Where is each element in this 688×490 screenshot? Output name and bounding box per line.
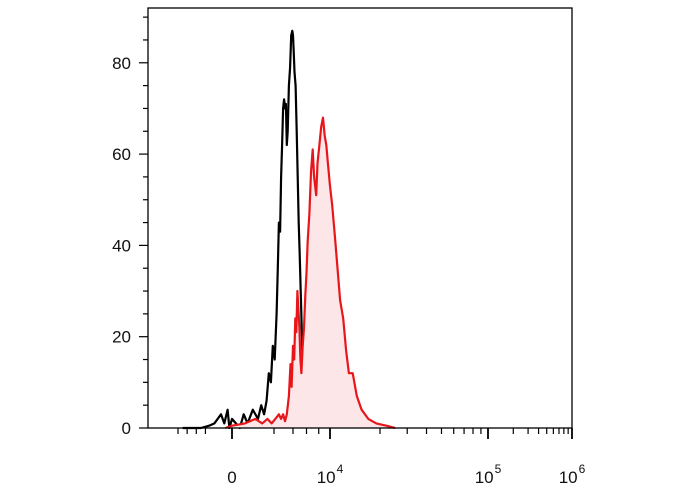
y-tick-label: 20 [112,328,131,347]
x-tick-label: 104 [317,462,344,487]
series-2-fill [225,117,395,428]
x-tick-label: 105 [475,462,502,487]
plot-frame [147,7,573,429]
series-2-line [225,116,396,430]
x-tick-label: 0 [227,468,236,487]
y-tick-label: 80 [112,54,131,73]
x-tick-label: 106 [559,462,586,487]
y-tick-label: 0 [122,419,131,438]
y-tick-label: 60 [112,145,131,164]
y-tick-label: 40 [112,236,131,255]
series-layer [182,29,396,430]
x-axis: 0 104 105 106 [177,428,586,487]
y-axis: 0 20 40 60 80 [112,16,148,438]
